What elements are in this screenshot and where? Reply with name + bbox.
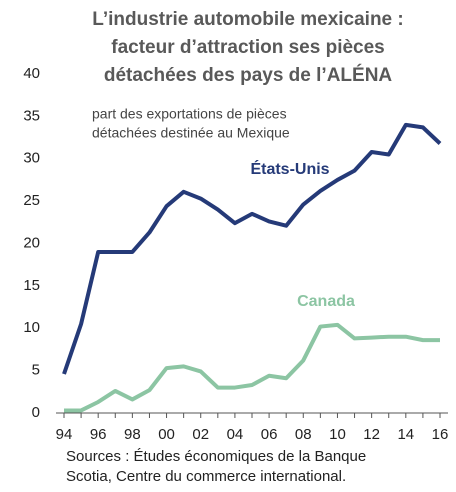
chart-title: détachées des pays de l’ALÉNA <box>104 64 393 86</box>
x-tick-label: 08 <box>295 426 312 443</box>
x-tick-label: 96 <box>90 426 107 443</box>
x-tick-label: 16 <box>432 426 449 443</box>
source: Scotia, Centre du commerce international… <box>66 468 346 485</box>
subtitle: détachées destinée au Mexique <box>92 125 290 141</box>
x-tick-label: 04 <box>227 426 244 443</box>
y-tick-label: 10 <box>23 319 40 336</box>
x-tick-label: 06 <box>261 426 278 443</box>
subtitle: part des exportations de pièces <box>92 106 287 122</box>
x-tick-label: 94 <box>56 426 73 443</box>
y-tick-label: 35 <box>23 107 40 124</box>
source: Sources : Études économiques de la Banqu… <box>66 448 366 465</box>
x-tick-label: 10 <box>329 426 346 443</box>
x-tick-label: 12 <box>363 426 380 443</box>
y-tick-label: 30 <box>23 150 40 167</box>
legend-label: Canada <box>297 293 355 310</box>
legend-label: États-Unis <box>250 159 329 178</box>
series-line <box>62 122 442 375</box>
y-tick-label: 0 <box>32 404 40 421</box>
y-tick-label: 25 <box>23 192 40 209</box>
chart-title: facteur d’attraction ses pièces <box>111 37 385 58</box>
x-tick-label: 00 <box>158 426 175 443</box>
x-tick-label: 02 <box>192 426 209 443</box>
chart-title: L’industrie automobile mexicaine : <box>92 9 403 30</box>
y-tick-label: 15 <box>23 277 40 294</box>
y-tick-label: 5 <box>32 362 40 379</box>
y-tick-label: 40 <box>23 65 40 82</box>
y-tick-label: 20 <box>23 234 40 251</box>
x-tick-label: 14 <box>397 426 414 443</box>
series-line <box>64 322 440 413</box>
x-tick-label: 98 <box>124 426 141 443</box>
